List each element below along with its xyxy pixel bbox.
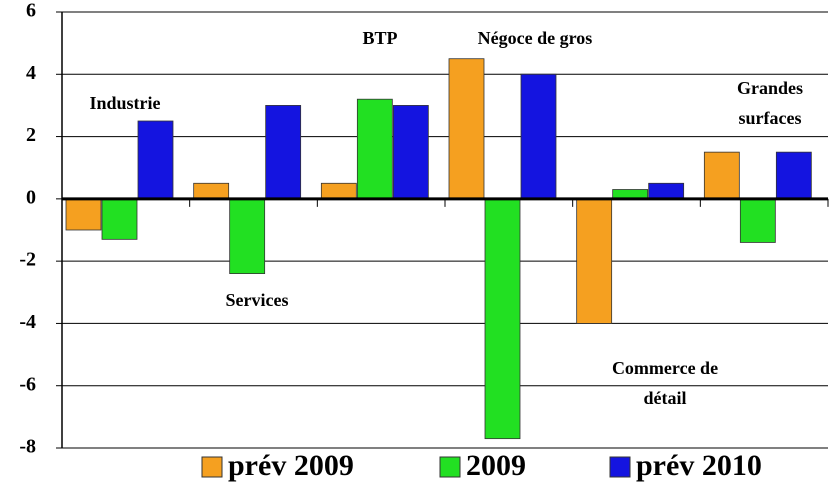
bar	[320, 182, 357, 200]
y-tick-label: 2	[26, 124, 36, 146]
bar	[101, 198, 138, 240]
bar	[137, 120, 174, 200]
y-tick-label: 6	[26, 0, 36, 22]
bar	[265, 105, 302, 200]
bar	[65, 198, 102, 231]
bar	[229, 198, 266, 275]
legend-label: prév 2010	[636, 449, 762, 482]
bar	[775, 151, 812, 200]
bar	[703, 151, 740, 200]
bar	[484, 198, 521, 440]
bar	[448, 58, 485, 200]
y-tick-label: 0	[26, 186, 36, 208]
y-tick-label: -6	[19, 373, 36, 395]
bar	[392, 105, 429, 200]
legend-label: 2009	[466, 449, 526, 482]
bar	[356, 98, 393, 200]
bar	[739, 198, 776, 243]
category-label: Grandes surfaces	[736, 78, 803, 128]
legend-swatch	[439, 456, 461, 478]
y-tick-label: -4	[19, 311, 36, 333]
legend-swatch	[201, 456, 223, 478]
category-label: Services	[225, 290, 289, 310]
y-tick-label: -2	[19, 249, 36, 271]
category-label: BTP	[362, 28, 398, 48]
category-label: Industrie	[89, 93, 161, 113]
bar	[576, 198, 613, 324]
bar	[193, 182, 230, 200]
legend-swatch	[609, 456, 631, 478]
bar	[648, 182, 685, 200]
y-tick-label: 4	[26, 62, 36, 84]
legend-label: prév 2009	[228, 449, 354, 482]
category-label: Commerce de détail	[611, 358, 719, 408]
y-tick-label: -8	[19, 436, 36, 458]
bar	[520, 73, 557, 200]
category-label: Négoce de gros	[477, 28, 593, 48]
